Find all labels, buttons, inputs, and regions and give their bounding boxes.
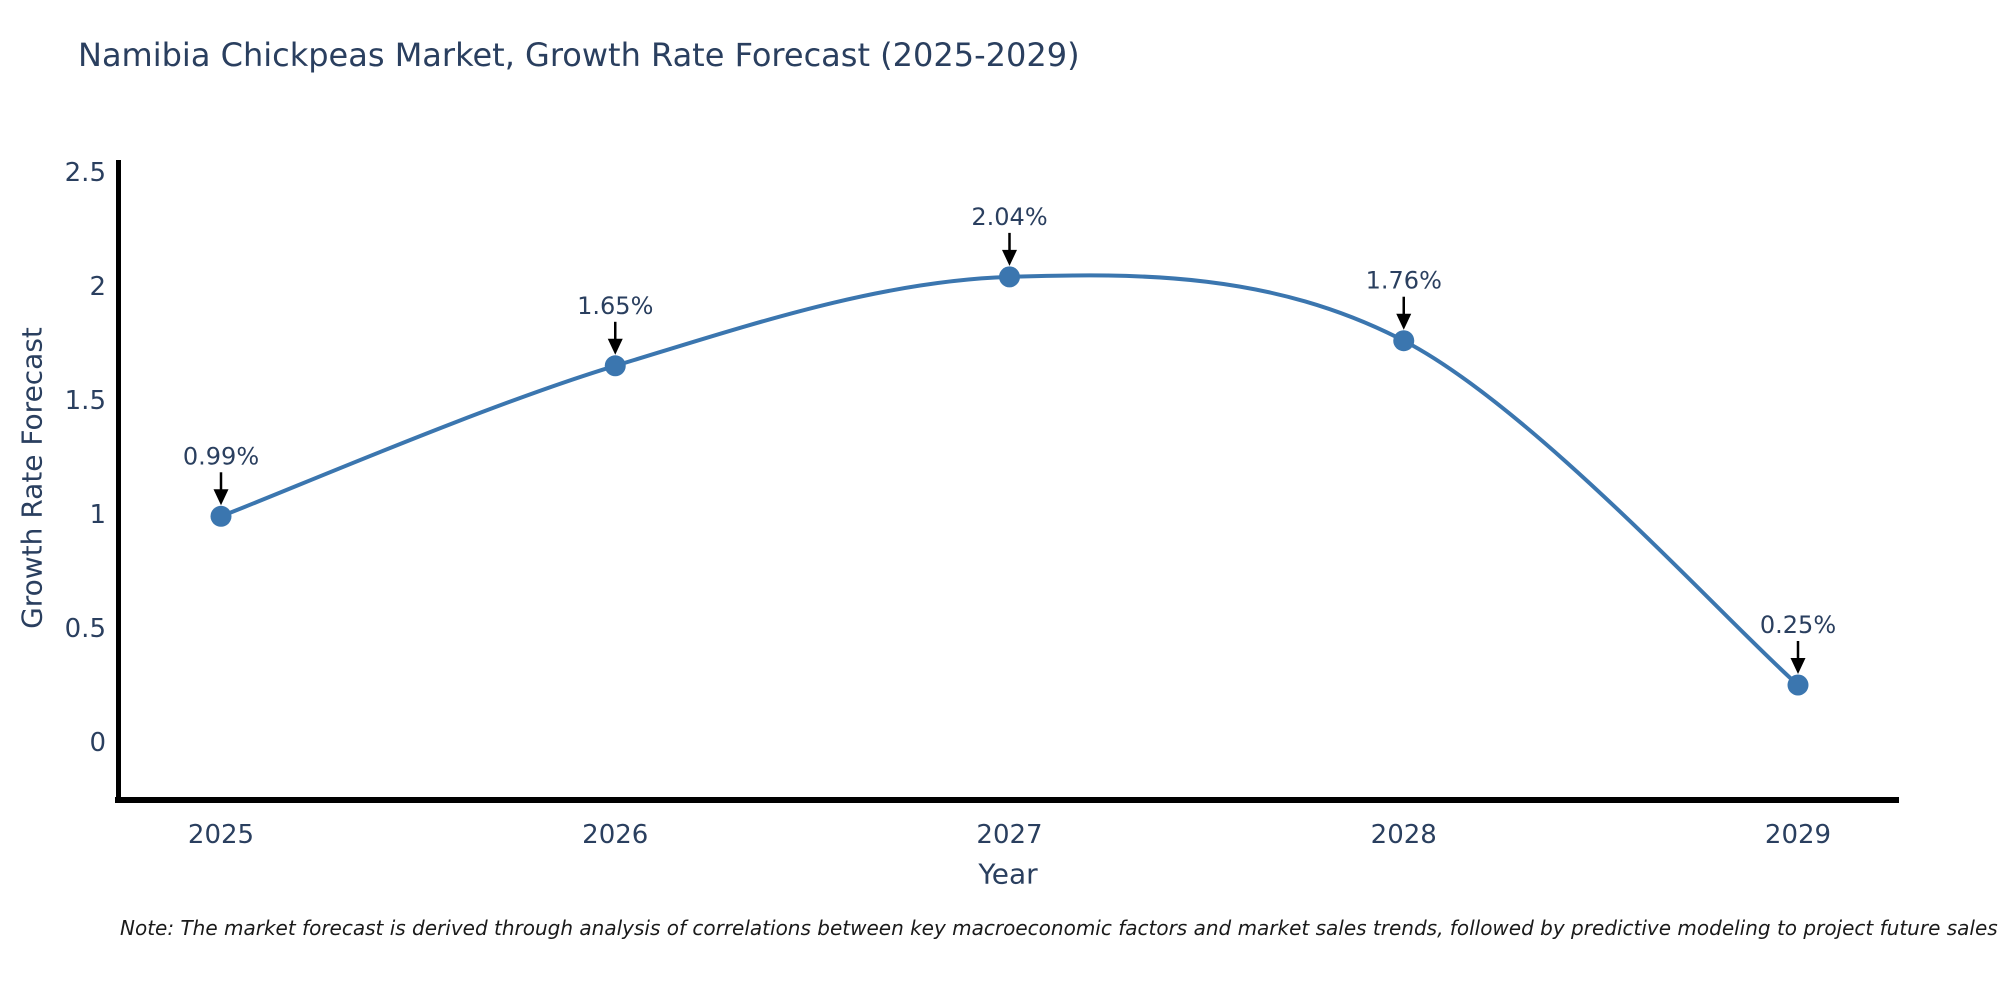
footnote: Note: The market forecast is derived thr… bbox=[120, 916, 1998, 940]
y-tick-label: 0.5 bbox=[65, 614, 106, 644]
chart-title: Namibia Chickpeas Market, Growth Rate Fo… bbox=[78, 36, 1080, 74]
point-value-label: 1.65% bbox=[577, 292, 653, 320]
point-value-label: 0.25% bbox=[1760, 611, 1836, 639]
data-point-2027[interactable] bbox=[999, 266, 1020, 288]
annotation-arrowhead-icon bbox=[1790, 658, 1806, 674]
x-tick-label: 2025 bbox=[188, 820, 254, 850]
series-line bbox=[219, 273, 1800, 687]
point-value-label: 1.76% bbox=[1366, 267, 1442, 295]
y-tick-label: 0 bbox=[89, 728, 106, 758]
data-point-2028[interactable] bbox=[1393, 330, 1415, 352]
annotation-arrowhead-icon bbox=[607, 338, 623, 355]
annotation-arrowhead-icon bbox=[1002, 249, 1017, 266]
data-point-2026[interactable] bbox=[604, 355, 626, 377]
point-value-label: 0.99% bbox=[183, 442, 259, 470]
x-tick-label: 2026 bbox=[582, 820, 648, 850]
annotation-arrowhead-icon bbox=[213, 489, 229, 506]
x-tick-label: 2028 bbox=[1371, 820, 1437, 850]
x-axis-title: Year bbox=[978, 857, 1038, 891]
y-tick-label: 1 bbox=[89, 500, 106, 530]
annotation-arrowhead-icon bbox=[1396, 313, 1412, 330]
x-tick-label: 2027 bbox=[976, 820, 1042, 850]
x-tick-label: 2029 bbox=[1765, 820, 1831, 850]
y-tick-label: 2 bbox=[89, 272, 106, 302]
data-point-2025[interactable] bbox=[210, 505, 232, 527]
y-tick-label: 2.5 bbox=[65, 158, 106, 188]
point-value-label: 2.04% bbox=[971, 203, 1047, 231]
data-point-2029[interactable] bbox=[1787, 674, 1809, 696]
y-tick-label: 1.5 bbox=[65, 386, 106, 416]
